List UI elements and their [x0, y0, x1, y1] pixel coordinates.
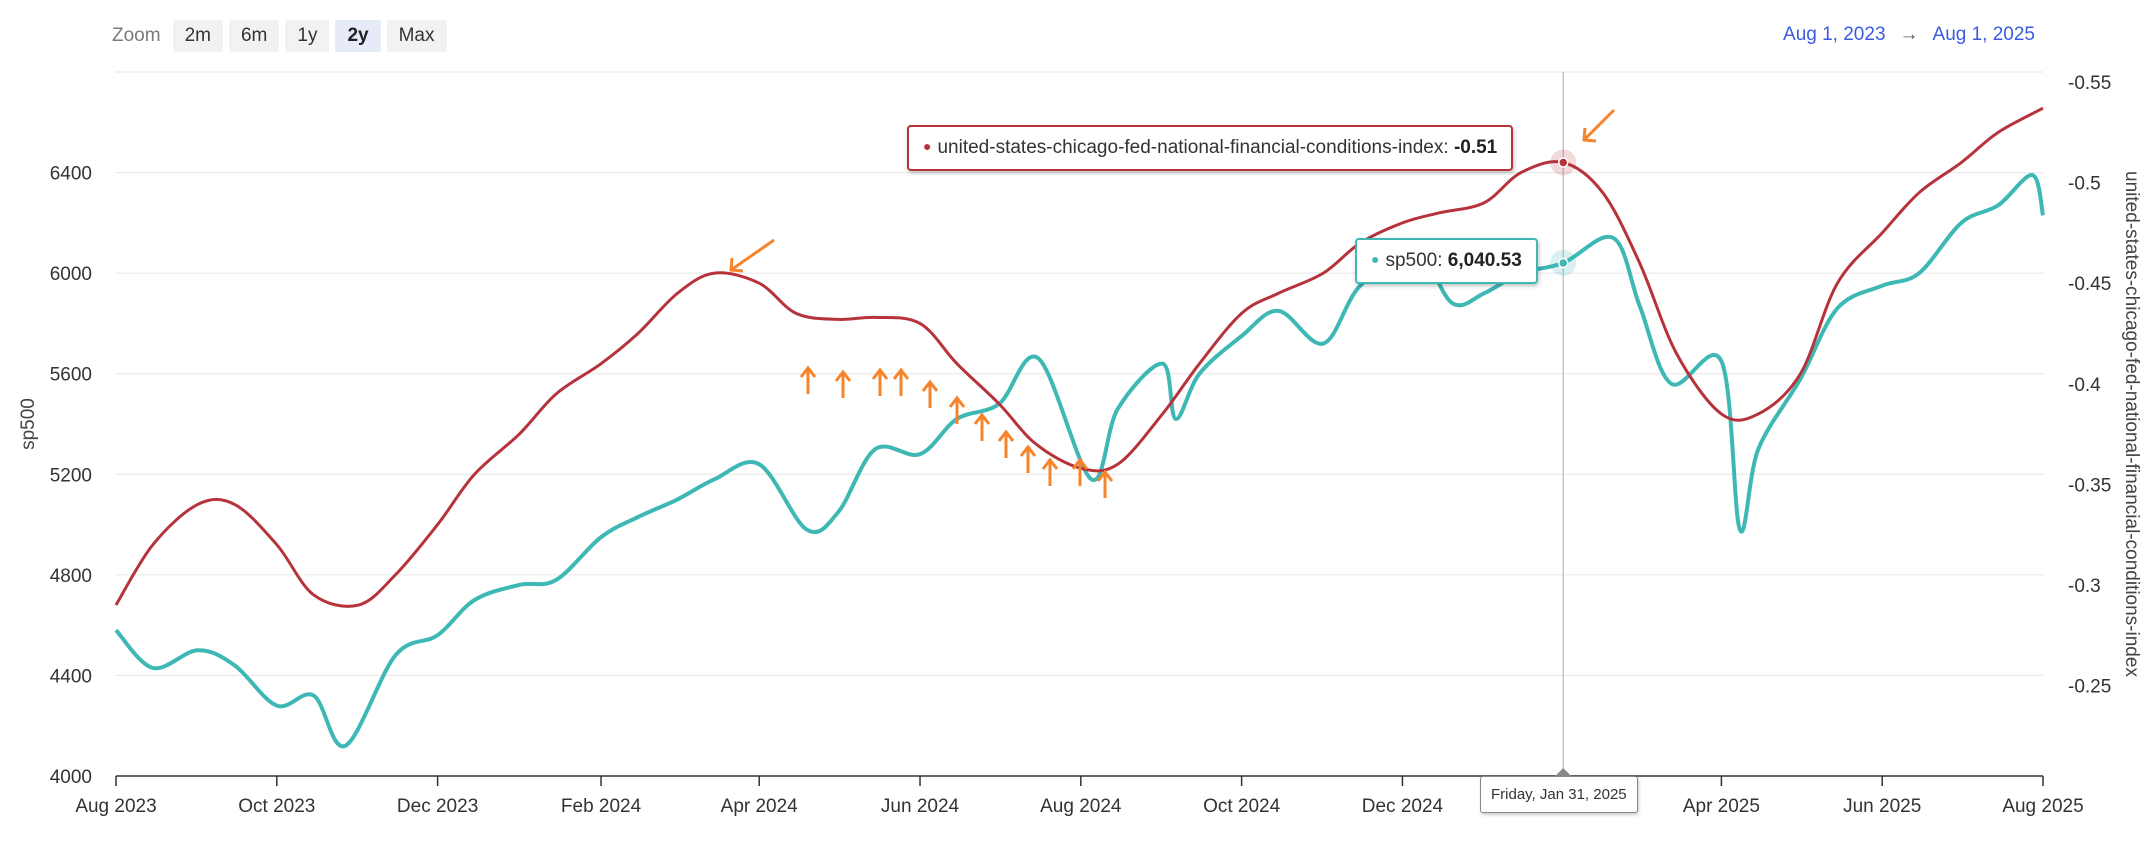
up-arrow-icon [871, 367, 889, 396]
x-tick-label: Oct 2024 [1203, 796, 1281, 817]
fci-tooltip-label: united-states-chicago-fed-national-finan… [937, 137, 1449, 158]
x-tick-label: Oct 2023 [238, 796, 315, 817]
zoom-6m-button[interactable]: 6m [228, 20, 280, 52]
up-arrow-icon [948, 395, 966, 424]
y-right-tick-label: -0.55 [2068, 73, 2111, 94]
up-arrow-icon [1019, 444, 1037, 473]
up-arrow-head [1096, 469, 1114, 482]
fci-tooltip: ● united-states-chicago-fed-national-fina… [907, 125, 1514, 171]
up-arrow-head [1071, 457, 1089, 470]
range-arrow: → [1899, 24, 1919, 45]
x-tick-label: Aug 2023 [75, 796, 156, 817]
up-arrow-head [1041, 457, 1059, 470]
y-right-tick-label: -0.3 [2068, 576, 2101, 597]
fci-dot-icon: ● [923, 138, 932, 154]
diag-arrow-head [1582, 127, 1597, 143]
date-tooltip: Friday, Jan 31, 2025 [1480, 776, 1638, 813]
diag-arrow-head [729, 257, 744, 273]
sp500-line [114, 173, 2045, 749]
y-right-tick-label: -0.25 [2068, 676, 2111, 697]
x-tick-label: Dec 2024 [1362, 796, 1444, 817]
x-tick-label: Dec 2023 [397, 796, 478, 817]
up-arrow-icon [799, 365, 817, 394]
fci-line [114, 106, 2044, 608]
zoom-max-button[interactable]: Max [386, 20, 447, 52]
up-arrow-icon [973, 412, 991, 441]
zoom-label: Zoom [112, 25, 161, 46]
y-right-tick-label: -0.45 [2068, 274, 2111, 295]
up-arrow-icon [892, 367, 910, 396]
sp500-dot-icon: ● [1371, 251, 1380, 267]
diagonal-arrow-icon [1582, 108, 1616, 143]
up-arrow-icon [1041, 457, 1059, 486]
series-lines [114, 106, 2045, 749]
sp500-tooltip: ● sp500: 6,040.53 [1355, 238, 1538, 284]
y-left-axis-title: sp500 [18, 398, 39, 450]
up-arrow-head [834, 369, 852, 382]
y-right-tick-label: -0.35 [2068, 475, 2111, 496]
grid-lines [116, 71, 2043, 777]
up-arrow-icon [921, 379, 939, 408]
arrow-annotations [729, 108, 1616, 498]
up-arrow-head [921, 379, 939, 392]
sp500-tooltip-value: 6,040.53 [1447, 250, 1522, 271]
up-arrow-head [997, 429, 1015, 442]
y-left-tick-label: 4400 [50, 666, 92, 687]
diagonal-arrow-icon [729, 238, 775, 273]
up-arrow-icon [1071, 457, 1089, 486]
y-left-tick-label: 6400 [50, 164, 92, 185]
fci-hover-point [1557, 157, 1569, 168]
x-tick-label: Jun 2025 [1843, 796, 1921, 817]
up-arrow-head [1019, 444, 1037, 457]
axes: Aug 2023 Oct 2023 Dec 2023 Feb 2024 Apr 2024… [18, 73, 2142, 817]
y-left-tick-label: 4000 [50, 767, 92, 788]
crosshair [1550, 72, 1577, 776]
sp500-tooltip-label: sp500: [1385, 250, 1443, 271]
range-from[interactable]: Aug 1, 2023 [1783, 24, 1886, 45]
up-arrow-icon [834, 369, 852, 398]
up-arrow-icon [1096, 469, 1114, 498]
up-arrow-head [892, 367, 910, 380]
x-tick-label: Jun 2024 [881, 796, 960, 817]
x-tick-label: Apr 2024 [721, 796, 799, 817]
x-tick-label: Apr 2025 [1683, 796, 1760, 817]
zoom-2m-button[interactable]: 2m [172, 20, 223, 52]
x-tick-label: Feb 2024 [561, 796, 642, 817]
date-range: Aug 1, 2023 → Aug 1, 2025 [1783, 24, 2035, 46]
y-left-tick-label: 4800 [50, 566, 92, 587]
y-right-axis-title: united-states-chicago-fed-national-finan… [2121, 171, 2142, 677]
up-arrow-head [799, 365, 817, 378]
y-right-tick-label: -0.5 [2068, 174, 2101, 195]
range-to[interactable]: Aug 1, 2025 [1932, 24, 2035, 45]
y-left-tick-label: 5200 [50, 465, 92, 486]
y-left-tick-label: 5600 [50, 365, 92, 386]
y-right-tick-label: -0.4 [2068, 375, 2101, 396]
y-left-tick-label: 6000 [50, 264, 92, 285]
fci-tooltip-value: -0.51 [1453, 137, 1498, 158]
up-arrow-head [973, 412, 991, 425]
diag-arrow-shaft [730, 238, 775, 272]
crosshair-pointer [1555, 768, 1572, 776]
x-tick-label: Aug 2024 [1040, 796, 1122, 817]
zoom-bar: Zoom 2m 6m 1y 2y Max [112, 20, 447, 52]
zoom-2y-button[interactable]: 2y [335, 20, 381, 52]
up-arrow-head [871, 367, 889, 380]
up-arrow-icon [997, 429, 1015, 458]
up-arrow-head [948, 395, 966, 408]
sp500-hover-point [1557, 257, 1569, 269]
zoom-1y-button[interactable]: 1y [285, 20, 330, 52]
x-tick-label: Aug 2025 [2002, 796, 2083, 817]
diag-arrow-shaft [1582, 108, 1616, 142]
